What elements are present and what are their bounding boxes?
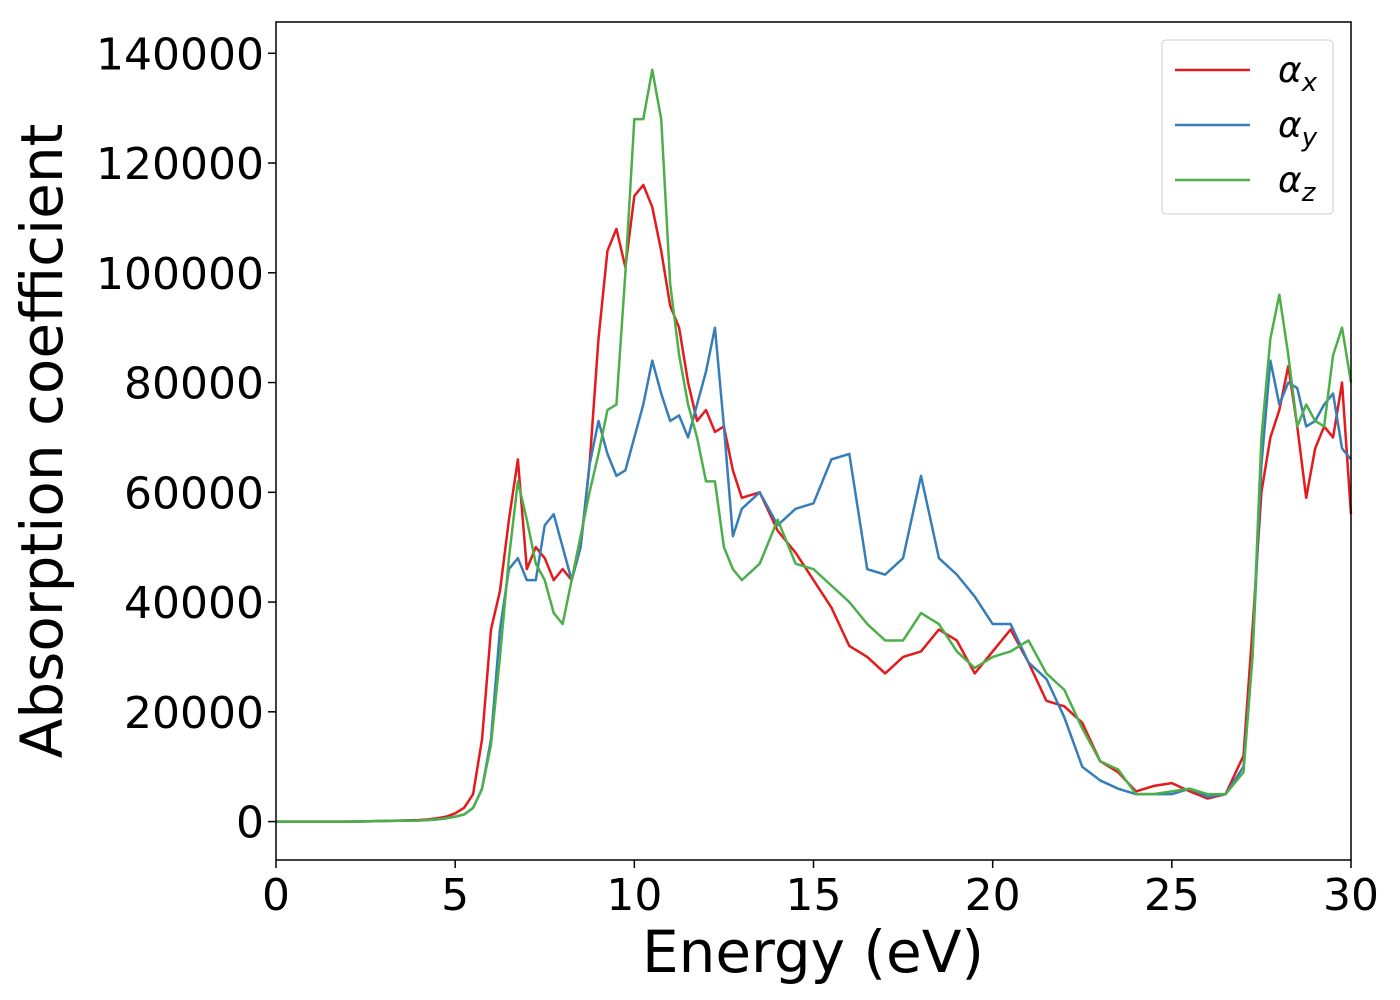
y-axis-label: Absorption coefficient bbox=[8, 124, 76, 759]
legend-box bbox=[1161, 39, 1334, 215]
y-tick-label: 80000 bbox=[124, 359, 264, 410]
legend-label: αx bbox=[1278, 50, 1318, 98]
x-tick-label: 0 bbox=[262, 870, 290, 921]
axes-frame bbox=[275, 21, 1352, 861]
y-tick-label: 100000 bbox=[96, 249, 264, 300]
y-tick-label: 20000 bbox=[124, 688, 264, 739]
x-tick-label: 20 bbox=[965, 870, 1021, 921]
line-series bbox=[276, 326, 1352, 823]
legend-label: αy bbox=[1278, 105, 1318, 153]
x-axis-label: Energy (eV) bbox=[642, 918, 984, 986]
y-tick-label: 140000 bbox=[96, 29, 264, 80]
y-tick-label: 40000 bbox=[124, 578, 264, 629]
line-series bbox=[276, 68, 1353, 823]
x-tick-label: 5 bbox=[441, 870, 469, 921]
y-tick-label: 60000 bbox=[124, 468, 264, 519]
x-tick-label: 30 bbox=[1323, 870, 1379, 921]
x-tick-label: 10 bbox=[606, 870, 662, 921]
y-tick-label: 0 bbox=[236, 798, 264, 849]
x-tick-label: 25 bbox=[1144, 870, 1200, 921]
y-tick-label: 120000 bbox=[96, 139, 264, 190]
x-tick-label: 15 bbox=[786, 870, 842, 921]
legend-label: αz bbox=[1278, 160, 1317, 208]
